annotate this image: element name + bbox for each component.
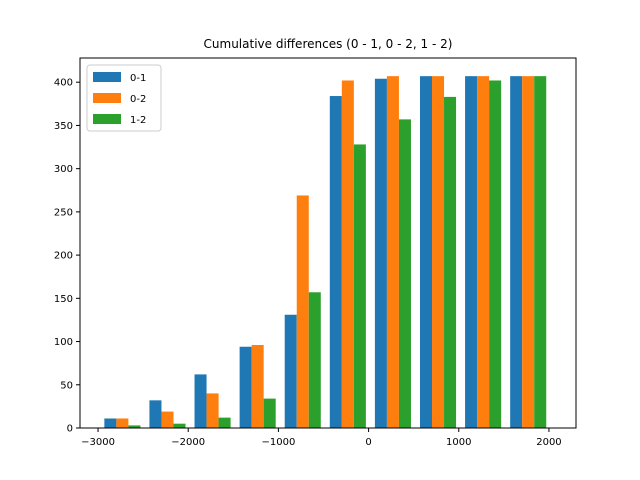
x-tick-label: 0 (365, 437, 371, 448)
bar-1-2-bin-6 (398, 119, 411, 428)
bar-1-2-bin-0 (128, 425, 141, 428)
bar-1-2-bin-8 (489, 80, 502, 429)
x-tick-label: −2000 (171, 437, 205, 448)
bar-0-2-bin-2 (206, 393, 219, 428)
bar-1-2-bin-9 (534, 76, 547, 428)
chart-title: Cumulative differences (0 - 1, 0 - 2, 1 … (204, 37, 453, 51)
x-tick-label: 1000 (446, 437, 471, 448)
legend-swatch-1-2 (93, 114, 121, 124)
legend-swatch-0-1 (93, 72, 121, 82)
bar-0-1-bin-1 (149, 400, 162, 428)
y-tick-label: 350 (54, 121, 73, 132)
bar-0-2-bin-8 (477, 76, 490, 428)
bar-0-2-bin-6 (386, 76, 399, 428)
x-axis: −3000 −2000 −1000 0 1000 2000 (81, 428, 562, 448)
bar-1-2-bin-5 (353, 144, 366, 428)
bar-0-2-bin-3 (251, 345, 264, 428)
y-tick-label: 300 (54, 164, 73, 175)
x-tick-label: −3000 (81, 437, 115, 448)
bar-0-2-bin-7 (432, 76, 445, 428)
x-tick-label: −1000 (261, 437, 295, 448)
bar-1-2-bin-1 (173, 423, 186, 428)
legend-label-0-2: 0-2 (130, 94, 146, 105)
bar-1-2-bin-7 (444, 96, 457, 429)
bar-1-2-bin-4 (308, 292, 321, 428)
y-tick-label: 400 (54, 78, 73, 89)
bar-0-1-bin-8 (465, 76, 478, 428)
bar-1-2-bin-3 (263, 398, 276, 428)
bar-0-1-bin-3 (239, 346, 252, 428)
legend-label-0-1: 0-1 (130, 73, 146, 84)
bar-0-1-bin-2 (194, 374, 207, 428)
bar-0-1-bin-9 (510, 76, 523, 428)
bar-0-1-bin-7 (419, 76, 433, 428)
bar-0-2-bin-9 (522, 76, 535, 428)
legend-label-1-2: 1-2 (130, 115, 146, 126)
x-tick-label: 2000 (536, 437, 561, 448)
bar-0-1-bin-6 (374, 78, 387, 428)
bar-0-2-bin-4 (296, 195, 309, 428)
bar-0-2-bin-1 (161, 411, 174, 428)
bar-0-2-bin-5 (341, 80, 354, 429)
bar-1-2-bin-2 (218, 417, 231, 428)
y-tick-label: 150 (54, 294, 73, 305)
bar-0-1-bin-0 (104, 418, 117, 428)
bars-group (104, 76, 547, 429)
bar-0-2-bin-0 (116, 418, 129, 428)
bar-0-1-bin-5 (329, 96, 342, 428)
y-tick-label: 0 (67, 424, 73, 435)
bar-0-1-bin-4 (284, 314, 297, 428)
plot-frame (79, 57, 577, 429)
y-tick-label: 200 (54, 251, 73, 262)
y-axis: 0 50 100 150 200 250 300 350 400 (54, 78, 80, 435)
legend: 0-1 0-2 1-2 (86, 64, 162, 132)
legend-swatch-0-2 (93, 93, 121, 103)
y-tick-label: 50 (60, 380, 73, 391)
y-tick-label: 250 (54, 207, 73, 218)
y-tick-label: 100 (54, 337, 73, 348)
